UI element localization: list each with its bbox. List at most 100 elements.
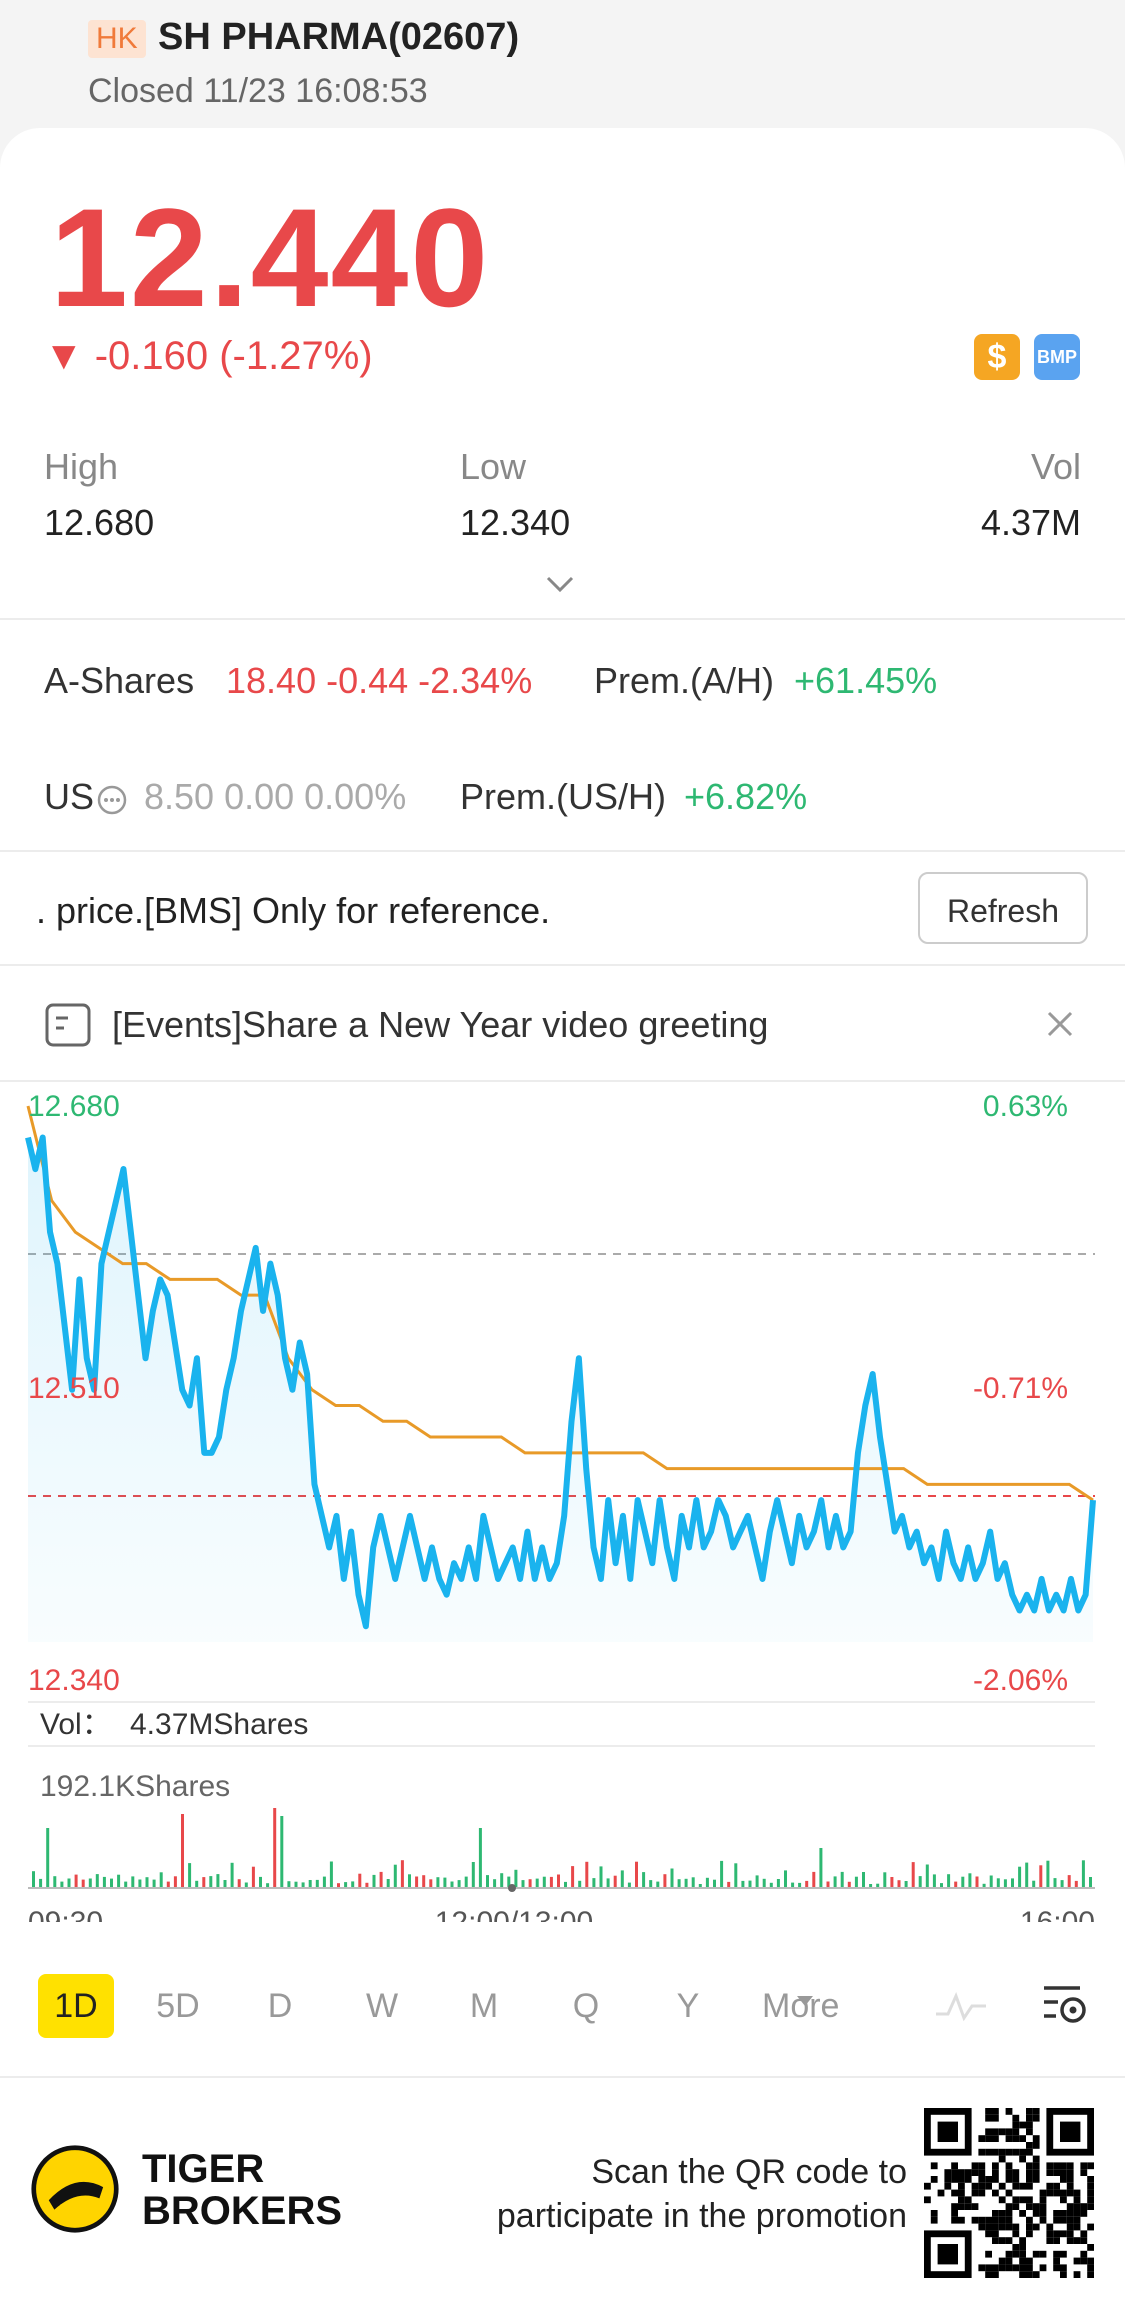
dollar-icon[interactable]: $ bbox=[974, 334, 1020, 380]
refresh-button[interactable]: Refresh bbox=[918, 872, 1088, 944]
volume-bar bbox=[947, 1874, 951, 1888]
volume-total: 4.37MShares bbox=[130, 1708, 308, 1741]
timeframe-w[interactable]: W bbox=[365, 1987, 399, 2025]
volume-bar bbox=[443, 1877, 447, 1888]
timeframe-5d[interactable]: 5D bbox=[156, 1987, 200, 2025]
indicator-icon[interactable] bbox=[934, 1988, 988, 2024]
volume-bar bbox=[613, 1875, 617, 1888]
volume-bar bbox=[478, 1828, 482, 1888]
caret-down-icon bbox=[797, 1996, 813, 2006]
us-prem-value: +6.82% bbox=[684, 776, 808, 817]
volume-bar bbox=[585, 1861, 589, 1888]
us-value[interactable]: 8.50 0.00 0.00% bbox=[144, 776, 407, 817]
promo-text-line-2: participate in the promotion bbox=[496, 2197, 907, 2235]
volume-bar bbox=[88, 1878, 92, 1888]
volume-bar bbox=[542, 1876, 546, 1888]
timeframe-q[interactable]: Q bbox=[572, 1987, 600, 2025]
brand-name: TIGER BROKERS bbox=[142, 2148, 342, 2232]
more-info-icon[interactable] bbox=[96, 784, 128, 816]
volume-bar bbox=[564, 1881, 567, 1888]
volume-bar bbox=[925, 1864, 929, 1888]
quote-sheet bbox=[0, 128, 1125, 2308]
brand-line-1: TIGER bbox=[142, 2147, 265, 2191]
divider bbox=[0, 850, 1125, 852]
bmp-icon[interactable]: BMP bbox=[1034, 334, 1080, 380]
chevron-down-icon[interactable] bbox=[546, 574, 574, 594]
volume-bar bbox=[500, 1873, 504, 1888]
a-shares-label: A-Shares bbox=[44, 660, 195, 701]
qr-code-icon[interactable] bbox=[924, 2108, 1094, 2278]
volume-bar bbox=[259, 1876, 262, 1888]
event-banner-text[interactable]: [Events]Share a New Year video greeting bbox=[112, 1004, 769, 1045]
timeframe-1d[interactable]: 1D bbox=[38, 1974, 114, 2038]
volume-bar bbox=[769, 1882, 773, 1888]
volume-bar bbox=[982, 1883, 986, 1888]
notice-ticker: . price.[BMS] Only for reference. bbox=[36, 890, 551, 931]
timeframe-m[interactable]: M bbox=[469, 1987, 499, 2025]
time-end-label: 16:00 bbox=[1020, 1906, 1095, 1922]
volume-bar bbox=[457, 1880, 461, 1888]
volume-bar bbox=[854, 1876, 858, 1888]
volume-bar bbox=[762, 1878, 766, 1888]
volume-bar bbox=[166, 1881, 170, 1888]
volume-bar bbox=[152, 1879, 156, 1888]
volume-bar bbox=[776, 1879, 780, 1888]
volume-bar bbox=[124, 1881, 128, 1888]
volume-bar bbox=[784, 1870, 787, 1888]
top-bar: HK SH PHARMA(02607) Closed 11/23 16:08:5… bbox=[0, 0, 1125, 128]
price-top-label: 12.680 bbox=[28, 1090, 120, 1123]
volume-bar bbox=[422, 1875, 426, 1888]
volume-bar bbox=[677, 1879, 681, 1888]
intraday-chart[interactable]: 12.680 12.510 12.340 0.63% -0.71% -2.06%… bbox=[0, 1082, 1125, 1922]
timeframe-more[interactable]: More bbox=[762, 1987, 840, 2025]
volume-bar bbox=[308, 1880, 312, 1888]
volume-bar bbox=[578, 1880, 582, 1888]
volume-bar bbox=[663, 1874, 667, 1888]
volume-bar bbox=[102, 1876, 106, 1888]
a-shares-value[interactable]: 18.40 -0.44 -2.34% bbox=[226, 660, 533, 701]
volume-bar bbox=[294, 1881, 298, 1888]
volume-bar bbox=[67, 1878, 71, 1888]
volume-bar bbox=[95, 1874, 99, 1888]
volume-bar bbox=[486, 1875, 489, 1888]
volume-bar bbox=[791, 1882, 795, 1888]
promo-text: Scan the QR code to participate in the p… bbox=[497, 2150, 907, 2238]
chart-settings-icon[interactable] bbox=[1040, 1982, 1090, 2028]
close-icon[interactable] bbox=[1046, 1010, 1074, 1038]
volume-bar bbox=[32, 1871, 35, 1888]
volume-bar bbox=[805, 1880, 809, 1888]
us-label: US bbox=[44, 776, 95, 817]
volume-bar bbox=[720, 1860, 724, 1888]
us-prem-label: Prem.(US/H) bbox=[460, 776, 666, 817]
volume-bar bbox=[897, 1880, 901, 1888]
volume-bar bbox=[209, 1876, 213, 1888]
volume-bar bbox=[755, 1875, 759, 1888]
timeframe-d[interactable]: D bbox=[267, 1987, 293, 2025]
volume-bar bbox=[684, 1878, 688, 1888]
volume-bar bbox=[1053, 1878, 1057, 1888]
volume-bar bbox=[159, 1872, 163, 1888]
volume-bar bbox=[280, 1816, 284, 1888]
volume-bar bbox=[188, 1863, 192, 1888]
volume-bar bbox=[53, 1876, 57, 1888]
timeframe-y[interactable]: Y bbox=[676, 1987, 700, 2025]
volume-bar bbox=[691, 1877, 695, 1888]
volume-bar bbox=[734, 1863, 738, 1888]
volume-bar bbox=[344, 1882, 348, 1888]
price-bottom-label: 12.340 bbox=[28, 1664, 120, 1697]
volume-bar bbox=[117, 1874, 121, 1888]
volume-bar bbox=[1089, 1877, 1092, 1888]
volume-bar bbox=[521, 1880, 525, 1888]
volume-bar bbox=[358, 1873, 362, 1888]
volume-bar bbox=[202, 1877, 206, 1888]
volume-bar bbox=[408, 1874, 411, 1888]
volume-bar bbox=[337, 1883, 340, 1888]
volume-bar bbox=[379, 1871, 383, 1888]
volume-bar bbox=[748, 1880, 752, 1888]
volume-bar bbox=[642, 1872, 646, 1888]
volume-bar bbox=[46, 1828, 50, 1888]
volume-bar bbox=[1003, 1879, 1007, 1888]
volume-bar bbox=[110, 1878, 113, 1888]
lunch-break-marker bbox=[508, 1884, 516, 1892]
volume-bar bbox=[1081, 1860, 1085, 1888]
